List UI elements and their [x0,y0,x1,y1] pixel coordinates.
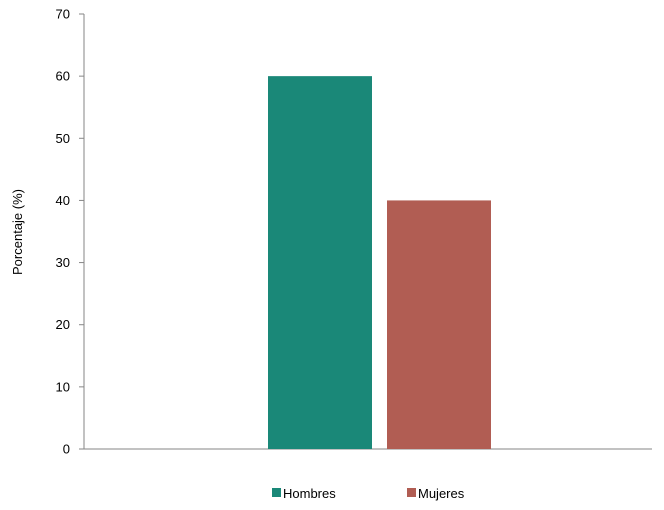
bar-mujeres [387,200,491,449]
legend: Hombres Mujeres [272,486,465,501]
y-tick-label: 60 [56,69,70,84]
legend-label-hombres: Hombres [283,486,336,501]
y-tick-label: 10 [56,379,70,394]
legend-label-mujeres: Mujeres [418,486,465,501]
y-tick-label: 50 [56,131,70,146]
y-tick-label: 70 [56,7,70,22]
legend-swatch-hombres [272,488,281,497]
bars [268,76,491,450]
y-tick-label: 0 [63,442,70,457]
y-tick-label: 20 [56,317,70,332]
y-axis-title: Porcentaje (%) [10,189,25,275]
y-axis-ticks: 0 10 20 30 40 50 60 70 [56,7,84,457]
legend-swatch-mujeres [407,488,416,497]
y-tick-label: 30 [56,255,70,270]
bar-hombres [268,76,372,450]
y-tick-label: 40 [56,193,70,208]
